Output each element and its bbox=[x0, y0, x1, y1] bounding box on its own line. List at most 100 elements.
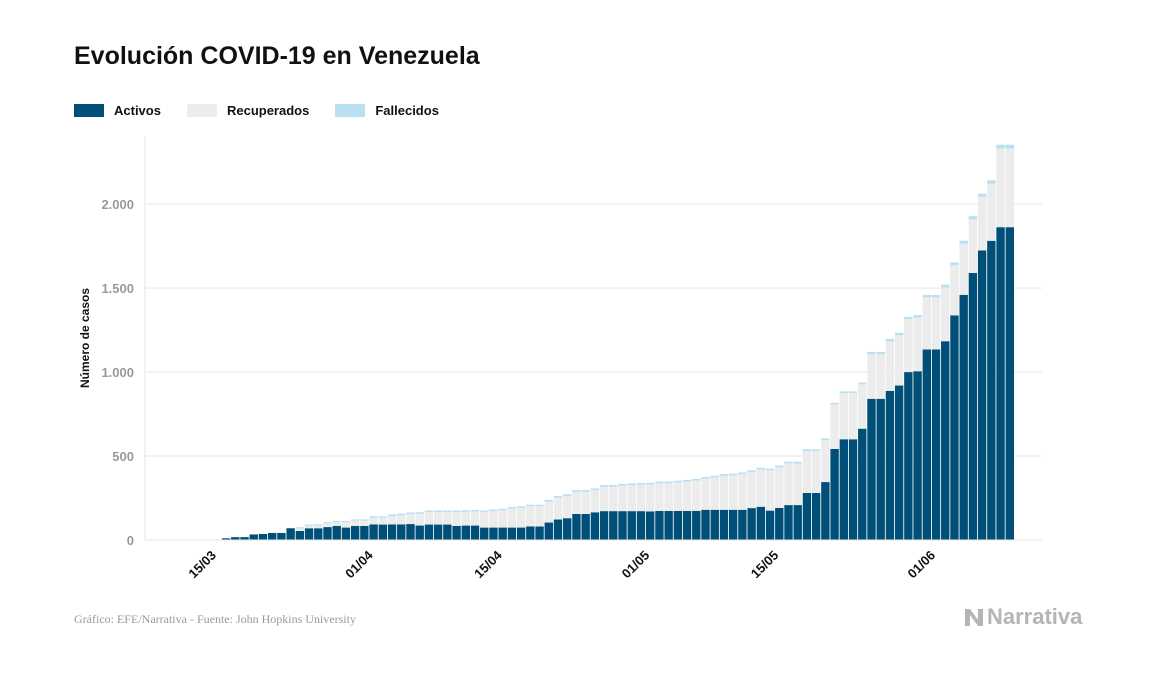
bar-activos bbox=[692, 510, 701, 540]
bar-fallecidos bbox=[387, 514, 397, 516]
y-tick-label: 1.500 bbox=[101, 281, 134, 296]
narrativa-logo: Narrativa bbox=[963, 604, 1082, 630]
bar-recuperados bbox=[553, 497, 563, 520]
bar-activos bbox=[516, 527, 526, 540]
bar-activos bbox=[406, 524, 415, 540]
bar-fallecidos bbox=[406, 512, 415, 514]
bar-activos bbox=[295, 530, 305, 540]
bar-fallecidos bbox=[369, 516, 378, 518]
bar-fallecidos bbox=[922, 295, 931, 298]
bar-activos bbox=[931, 349, 941, 540]
bar-recuperados bbox=[950, 265, 959, 316]
bar-activos bbox=[728, 509, 738, 540]
bar-activos bbox=[811, 492, 821, 540]
bar-recuperados bbox=[894, 335, 904, 386]
bar-recuperados bbox=[710, 477, 719, 510]
bar-activos bbox=[719, 509, 729, 540]
bar-activos bbox=[424, 524, 434, 540]
bar-activos bbox=[913, 371, 922, 540]
bar-activos bbox=[627, 511, 636, 540]
bar-activos bbox=[839, 439, 849, 540]
bar-activos bbox=[507, 527, 517, 540]
bar-recuperados bbox=[1005, 148, 1014, 228]
bar-activos bbox=[544, 522, 553, 540]
bar-fallecidos bbox=[728, 473, 738, 476]
legend-label-fallecidos: Fallecidos bbox=[375, 103, 439, 118]
bar-recuperados bbox=[636, 484, 646, 512]
bar-fallecidos bbox=[987, 180, 996, 184]
bar-activos bbox=[848, 439, 858, 540]
bar-activos bbox=[673, 510, 683, 540]
x-tick-label: 01/04 bbox=[342, 547, 376, 581]
bar-recuperados bbox=[904, 319, 913, 373]
x-tick-labels: 15/03 01/04 15/04 01/05 15/05 01/06 bbox=[185, 547, 938, 581]
bar-recuperados bbox=[498, 510, 507, 528]
bar-activos bbox=[802, 492, 812, 540]
bar-activos bbox=[240, 537, 249, 540]
bar-fallecidos bbox=[489, 509, 498, 512]
bar-recuperados bbox=[876, 354, 885, 399]
x-tick-label: 15/04 bbox=[471, 547, 505, 581]
bar-recuperados bbox=[563, 496, 572, 519]
bar-activos bbox=[738, 509, 747, 540]
bar-activos bbox=[646, 511, 655, 540]
bar-recuperados bbox=[756, 469, 766, 507]
bar-recuperados bbox=[369, 517, 378, 525]
bar-recuperados bbox=[996, 148, 1005, 228]
bar-fallecidos bbox=[415, 512, 424, 514]
bar-activos bbox=[682, 510, 692, 540]
bar-activos bbox=[267, 532, 277, 540]
x-tick-label: 01/05 bbox=[619, 548, 653, 582]
bar-recuperados bbox=[507, 508, 517, 528]
narrativa-logo-icon bbox=[965, 609, 983, 626]
bar-activos bbox=[470, 525, 480, 540]
bar-fallecidos bbox=[876, 351, 885, 355]
bar-activos bbox=[904, 372, 913, 540]
bar-fallecidos bbox=[784, 461, 793, 464]
x-tick-label: 15/05 bbox=[748, 548, 782, 582]
bar-fallecidos bbox=[830, 402, 839, 405]
bar-fallecidos bbox=[811, 449, 821, 451]
legend-item-recuperados: Recuperados bbox=[186, 103, 309, 118]
bar-fallecidos bbox=[931, 295, 941, 298]
bar-recuperados bbox=[443, 512, 452, 525]
bar-fallecidos bbox=[350, 519, 360, 521]
bar-activos bbox=[332, 525, 341, 540]
source-credit: Gráfico: EFE/Narrativa - Fuente: John Ho… bbox=[74, 612, 356, 626]
bar-recuperados bbox=[618, 485, 627, 512]
bar-fallecidos bbox=[470, 509, 480, 512]
bar-fallecidos bbox=[710, 475, 719, 478]
bar-recuperados bbox=[526, 506, 535, 527]
bar-recuperados bbox=[433, 512, 443, 525]
legend-item-activos: Activos bbox=[74, 103, 161, 118]
bar-fallecidos bbox=[360, 519, 369, 521]
bar-recuperados bbox=[599, 486, 609, 512]
bar-activos bbox=[387, 524, 397, 540]
bar-fallecidos bbox=[904, 316, 913, 320]
bar-fallecidos bbox=[599, 485, 609, 487]
bar-recuperados bbox=[793, 463, 802, 506]
bar-recuperados bbox=[387, 515, 397, 525]
bar-activos bbox=[277, 532, 286, 540]
bar-activos bbox=[996, 227, 1005, 541]
legend-item-fallecidos: Fallecidos bbox=[335, 103, 439, 118]
bar-fallecidos bbox=[821, 438, 830, 441]
bar-recuperados bbox=[581, 491, 590, 514]
bar-recuperados bbox=[378, 517, 388, 525]
bar-recuperados bbox=[821, 440, 830, 483]
bar-recuperados bbox=[516, 507, 526, 528]
bar-fallecidos bbox=[858, 382, 867, 385]
bar-recuperados bbox=[775, 467, 784, 508]
bar-fallecidos bbox=[738, 472, 747, 475]
bar-activos bbox=[314, 528, 323, 540]
bar-activos bbox=[885, 390, 895, 540]
bar-recuperados bbox=[692, 480, 701, 511]
bar-activos bbox=[249, 534, 258, 540]
bar-activos bbox=[876, 398, 885, 540]
y-tick-label: 0 bbox=[127, 533, 134, 548]
bar-recuperados bbox=[987, 183, 996, 241]
bar-recuperados bbox=[452, 512, 461, 526]
bar-recuperados bbox=[922, 297, 931, 350]
bar-fallecidos bbox=[581, 490, 590, 492]
bar-fallecidos bbox=[894, 332, 904, 336]
